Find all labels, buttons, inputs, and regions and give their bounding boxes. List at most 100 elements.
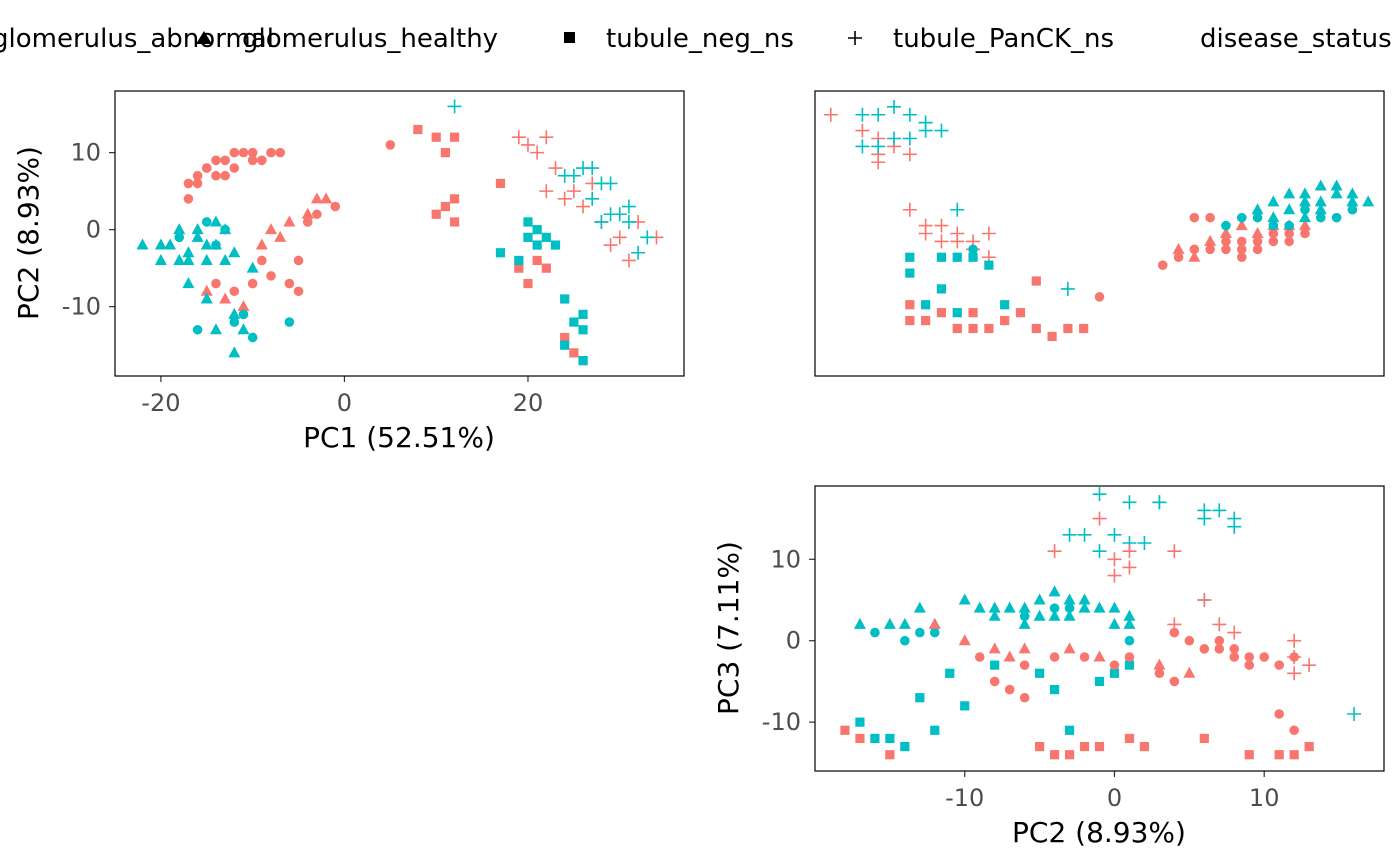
panel1-point-triangle [182,277,195,289]
panel1-point-circle [220,170,230,181]
panel1-point-square [541,232,551,242]
panel2-point-triangle [1314,195,1327,207]
panel3-point-plus [1137,536,1152,550]
panel2-point-plus [871,155,886,170]
panel2-point-circle [1189,244,1200,255]
panel3-point-triangle [1108,617,1121,629]
panel3-point-triangle [973,601,986,613]
panel2-point-plus [934,123,949,138]
panel1-point-square [514,263,524,273]
panel1-x-tick-label: -20 [141,389,180,417]
panel3-point-square [870,733,880,744]
panel3-point-plus [1287,633,1302,648]
panel1-point-triangle [219,223,232,235]
panel1-point-triangle [200,238,213,250]
panel3-point-circle [1259,652,1270,662]
panel2-point-circle [1221,236,1231,247]
panel1-point-triangle [182,253,195,265]
panel2-point-triangle [1283,187,1296,199]
panel1-point-plus [631,245,646,260]
panel3-point-plus [1347,707,1362,721]
panel3-point-triangle [1123,617,1136,629]
panel1-x-tick-label: 0 [337,389,352,417]
panel1-point-plus [566,184,581,199]
panel3-point-plus [1212,617,1227,632]
panel1-point-plus [603,176,618,191]
panel3-point-plus [1122,495,1137,510]
panel1-point-triangle [310,192,323,204]
panel1-point-plus [612,230,627,245]
panel2-point-circle [1331,212,1342,223]
panel1-y-tick-label: 10 [70,139,101,167]
panel3-point-circle [1199,644,1210,654]
panel2-point-triangle [1298,211,1311,223]
panel2-point-triangle [1188,250,1201,262]
panel3-point-plus [1212,503,1227,518]
panel2-point-square [1031,323,1041,334]
panel1-point-plus [621,199,636,214]
panel1-point-triangle [136,238,149,250]
panel2-point-triangle [1251,227,1264,238]
panel3-point-circle [870,627,880,638]
panel3-point-triangle [1153,658,1166,670]
panel1-point-square [560,340,570,350]
panel3-point-square [885,750,895,760]
panel1-point-plus [640,230,655,245]
panel3-point-plus [1227,519,1242,534]
panel3-point-square [945,668,955,678]
panel2-point-triangle [1204,234,1217,246]
panel3-point-triangle [883,617,896,629]
panel3-point-triangle [1033,593,1046,605]
panel3-point-triangle [1093,650,1106,662]
panel1-point-circle [201,217,212,227]
panel1-point-plus [511,130,526,145]
panel2-point-plus [871,107,886,122]
panel1-point-plus [585,191,600,206]
panel3-point-triangle [1048,609,1061,621]
panel2-point-triangle [1314,203,1327,215]
legend-label-0: glomerulus_abnormal [0,24,274,54]
panel1-point-triangle [228,246,241,258]
panel2-point-circle [1268,220,1279,231]
panel1-point-triangle [191,230,204,242]
panel3-point-square [1244,750,1254,760]
panel2-point-triangle [1283,203,1296,215]
panel1-point-circle [192,324,203,335]
panel3-point-square [1079,741,1090,752]
panel3-y-tick-label: 0 [786,627,801,655]
panel2-point-square [968,252,978,262]
panel3-point-square [1049,684,1060,695]
panel1-point-circle [385,140,396,150]
panel1-point-plus [530,145,545,160]
panel1-point-square [413,124,423,135]
panel1-point-square [431,132,441,142]
panel1-point-square [495,178,506,189]
panel3-point-square [1064,750,1075,760]
panel2-point-plus [902,202,917,217]
panel3-point-triangle [1063,593,1076,605]
panel1-point-triangle [265,223,278,235]
panel2-point-square [1000,300,1010,310]
panel1-point-circle [266,147,276,158]
panel3-point-square [1049,750,1060,760]
panel3-point-triangle [913,601,926,613]
panel2-point-plus [855,139,870,154]
panel3-point-circle [1289,725,1299,736]
panel1-point-triangle [255,238,268,250]
panel1-point-triangle [154,238,167,250]
panel2-point-circle [1300,204,1310,215]
panel3-point-plus [1197,593,1212,607]
panel1-point-triangle [246,261,259,273]
panel2-point-circle [1236,212,1247,223]
panel1-point-triangle [237,323,250,335]
panel1-point-square [578,325,588,335]
panel2-point-circle [1268,236,1279,247]
panel2-point-square [1000,315,1010,326]
panel2-point-circle [1173,252,1184,263]
panel1-point-square [449,217,460,227]
panel3-point-circle [1274,709,1284,719]
panel2-point-circle [1205,212,1215,223]
panel3-point-plus [1287,666,1302,681]
panel3-point-plus [1047,544,1062,559]
panel3-point-square [855,733,865,744]
